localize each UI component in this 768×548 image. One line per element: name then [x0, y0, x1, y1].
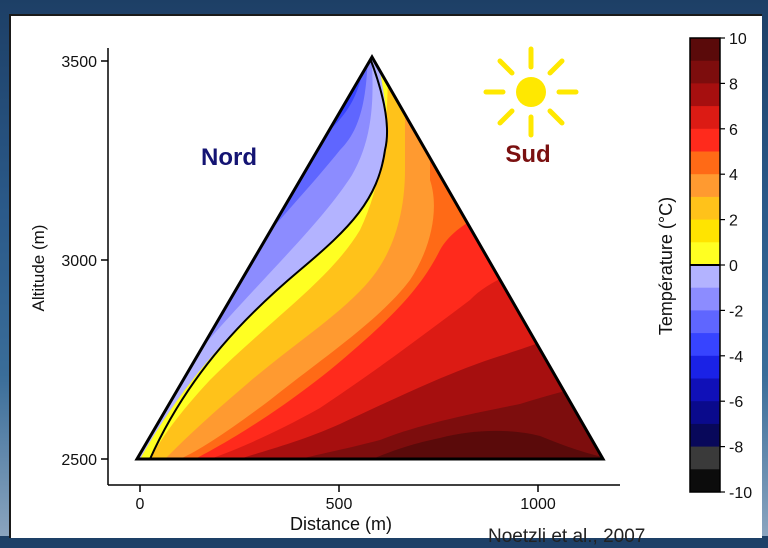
x-axis-label: Distance (m) — [290, 514, 392, 534]
colorbar-swatch — [690, 333, 720, 357]
colorbar-tick-label: 6 — [729, 122, 738, 139]
colorbar-swatch — [690, 242, 720, 266]
colorbar-swatch — [690, 174, 720, 198]
nord-label: Nord — [201, 144, 257, 171]
colorbar-swatch — [690, 265, 720, 289]
y-ticks: 2500 3000 3500 — [61, 54, 108, 469]
y-tick-label: 3000 — [61, 253, 97, 270]
colorbar-swatch — [690, 151, 720, 175]
y-tick-label: 2500 — [61, 452, 97, 469]
colorbar-tick-label: -2 — [729, 303, 743, 320]
colorbar-tick-label: 8 — [729, 76, 738, 93]
x-tick-label: 1000 — [520, 496, 556, 513]
temperature-chart: 0 500 1000 2500 3000 3500 Distance (m) Altit… — [29, 31, 752, 534]
zero-isotherm-line — [149, 57, 388, 459]
colorbar-swatch — [690, 446, 720, 470]
sud-label: Sud — [505, 141, 550, 168]
x-tick-label: 0 — [136, 496, 145, 513]
colorbar-swatch — [690, 83, 720, 107]
colorbar-swatch — [690, 38, 720, 62]
y-axis-label: Altitude (m) — [29, 225, 48, 312]
colorbar: 10 8 6 4 2 0 -2 -4 -6 -8 -10 — [689, 31, 752, 502]
y-tick-label: 3500 — [61, 54, 97, 71]
axes: 0 500 1000 2500 3000 3500 Distance (m) Altit… — [29, 48, 620, 534]
colorbar-swatch — [690, 128, 720, 152]
colorbar-swatch — [690, 378, 720, 402]
colorbar-swatch — [690, 60, 720, 84]
colorbar-swatch — [690, 196, 720, 221]
colorbar-swatch — [690, 401, 720, 425]
colorbar-label: Température (°C) — [656, 197, 676, 335]
colorbar-tick-label: -8 — [729, 440, 743, 457]
x-tick-label: 500 — [326, 496, 353, 513]
colorbar-swatch — [690, 310, 720, 334]
colorbar-swatch — [690, 106, 720, 130]
colorbar-tick-label: -4 — [729, 349, 743, 366]
colorbar-tick-label: 4 — [729, 167, 738, 184]
colorbar-tick-label: -10 — [729, 485, 752, 502]
colorbar-tick-label: 0 — [729, 258, 738, 275]
colorbar-tick-label: 10 — [729, 31, 747, 48]
x-ticks: 0 500 1000 — [136, 485, 556, 513]
colorbar-swatch — [690, 219, 720, 243]
sun-icon — [483, 46, 579, 138]
colorbar-tick-label: -6 — [729, 394, 743, 411]
colorbar-swatch — [690, 355, 720, 379]
colorbar-swatch — [690, 423, 720, 448]
colorbar-swatch — [690, 469, 720, 493]
colorbar-swatch — [690, 287, 720, 311]
credit-text: Noetzli et al., 2007 — [488, 526, 646, 547]
colorbar-tick-label: 2 — [729, 213, 738, 230]
mountain-outline — [134, 54, 606, 461]
